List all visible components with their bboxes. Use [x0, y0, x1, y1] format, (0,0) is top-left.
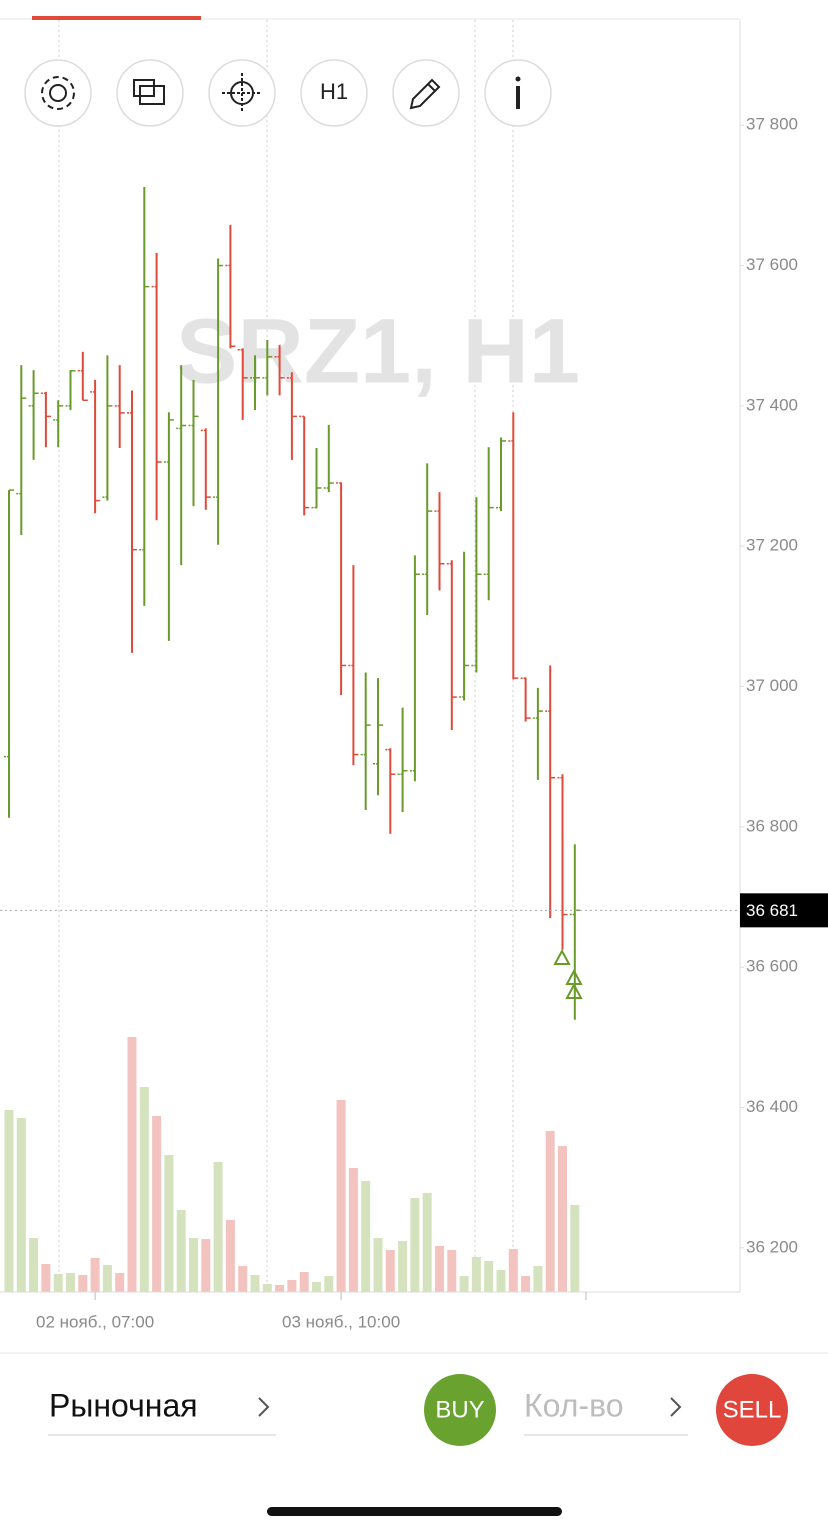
volume-bar	[90, 1258, 100, 1292]
watermark: SRZ1, H1	[176, 300, 580, 402]
volume-bar	[213, 1162, 223, 1292]
y-tick-label: 36 200	[746, 1237, 798, 1256]
plot	[4, 186, 580, 1292]
volume-bar	[496, 1270, 506, 1292]
volume-bar	[201, 1239, 211, 1292]
volume-bar	[545, 1131, 555, 1292]
volume-bar	[324, 1276, 334, 1292]
pencil-icon	[409, 78, 441, 110]
sell-label: SELL	[723, 1396, 782, 1423]
sell-button[interactable]	[716, 1374, 788, 1446]
settings-button[interactable]	[24, 59, 92, 127]
buy-button[interactable]	[424, 1374, 496, 1446]
toolbar: H1	[24, 59, 552, 127]
gear-icon	[41, 76, 75, 110]
volume-bar	[115, 1273, 125, 1292]
layers-icon	[139, 85, 165, 105]
volume-bar	[385, 1250, 395, 1292]
volume-bar	[484, 1261, 494, 1292]
y-tick-label: 37 600	[746, 255, 798, 274]
volume-bar	[521, 1276, 531, 1292]
x-tick-label: 03 нояб., 10:00	[282, 1312, 400, 1331]
volume-bar	[262, 1284, 272, 1292]
signal-marker	[553, 948, 583, 999]
last-price-label: 36 681	[746, 901, 798, 920]
volume-bar	[127, 1037, 137, 1292]
buy-label: BUY	[435, 1396, 484, 1423]
chevron	[670, 1397, 682, 1417]
volume-bar	[435, 1246, 444, 1292]
volume-bar	[533, 1266, 543, 1292]
volume-bar	[558, 1146, 567, 1292]
chevron	[258, 1397, 270, 1417]
timeframe-label: H1	[320, 79, 348, 104]
volume-bar	[4, 1110, 14, 1292]
tab-indicator	[32, 16, 201, 20]
y-tick-label: 36 400	[746, 1097, 798, 1116]
volume-bar	[53, 1274, 63, 1292]
volume-bar	[139, 1087, 149, 1292]
volume-bar	[447, 1250, 457, 1292]
volume-bar	[459, 1276, 469, 1292]
info-icon	[516, 86, 520, 109]
crosshair-icon	[222, 73, 262, 113]
draw-button[interactable]	[392, 59, 460, 127]
timeframe-button[interactable]	[300, 59, 368, 127]
volume-bar	[508, 1249, 518, 1292]
volume-bar	[471, 1257, 481, 1292]
volume-bar	[348, 1168, 358, 1292]
layers-button[interactable]	[116, 59, 184, 127]
volume-bar	[189, 1238, 198, 1292]
volume-bar	[287, 1280, 297, 1292]
volume-bar	[41, 1264, 51, 1292]
y-tick-label: 36 800	[746, 816, 798, 835]
volume-bar	[422, 1193, 432, 1292]
volume-bar	[312, 1282, 321, 1292]
last-price-tag	[740, 893, 828, 928]
y-tick-label: 37 200	[746, 536, 798, 555]
info-icon	[515, 76, 521, 82]
volume-bar	[373, 1238, 383, 1292]
y-tick-label: 36 600	[746, 957, 798, 976]
y-tick-label: 37 800	[746, 115, 798, 134]
order-type[interactable]: Рыночная	[49, 1387, 198, 1423]
volume-bar	[275, 1285, 285, 1292]
gear-icon	[49, 84, 67, 102]
y-tick-label: 37 000	[746, 676, 798, 695]
volume-bar	[410, 1198, 420, 1292]
x-tick-label: 02 нояб., 07:00	[36, 1312, 154, 1331]
layers-icon	[133, 79, 155, 97]
y-tick-label: 37 400	[746, 395, 798, 414]
volume-bar	[361, 1181, 371, 1292]
volume-bar	[336, 1100, 346, 1292]
volume-bar	[29, 1238, 39, 1292]
volume-bar	[398, 1241, 408, 1292]
volume-bar	[66, 1273, 75, 1292]
volume-bar	[16, 1118, 26, 1292]
volume-bar	[225, 1220, 235, 1292]
volume-bar	[164, 1155, 174, 1292]
volume-bar	[176, 1210, 186, 1292]
volume-bar	[152, 1116, 162, 1292]
volume-bar	[78, 1275, 88, 1292]
volume-bar	[299, 1272, 309, 1292]
volume-bar	[102, 1265, 112, 1292]
volume-bar	[570, 1205, 580, 1292]
quantity-input[interactable]: Кол-во	[524, 1387, 624, 1423]
volume-bar	[250, 1275, 260, 1292]
volume-bar	[238, 1266, 248, 1292]
home-indicator	[267, 1507, 562, 1516]
